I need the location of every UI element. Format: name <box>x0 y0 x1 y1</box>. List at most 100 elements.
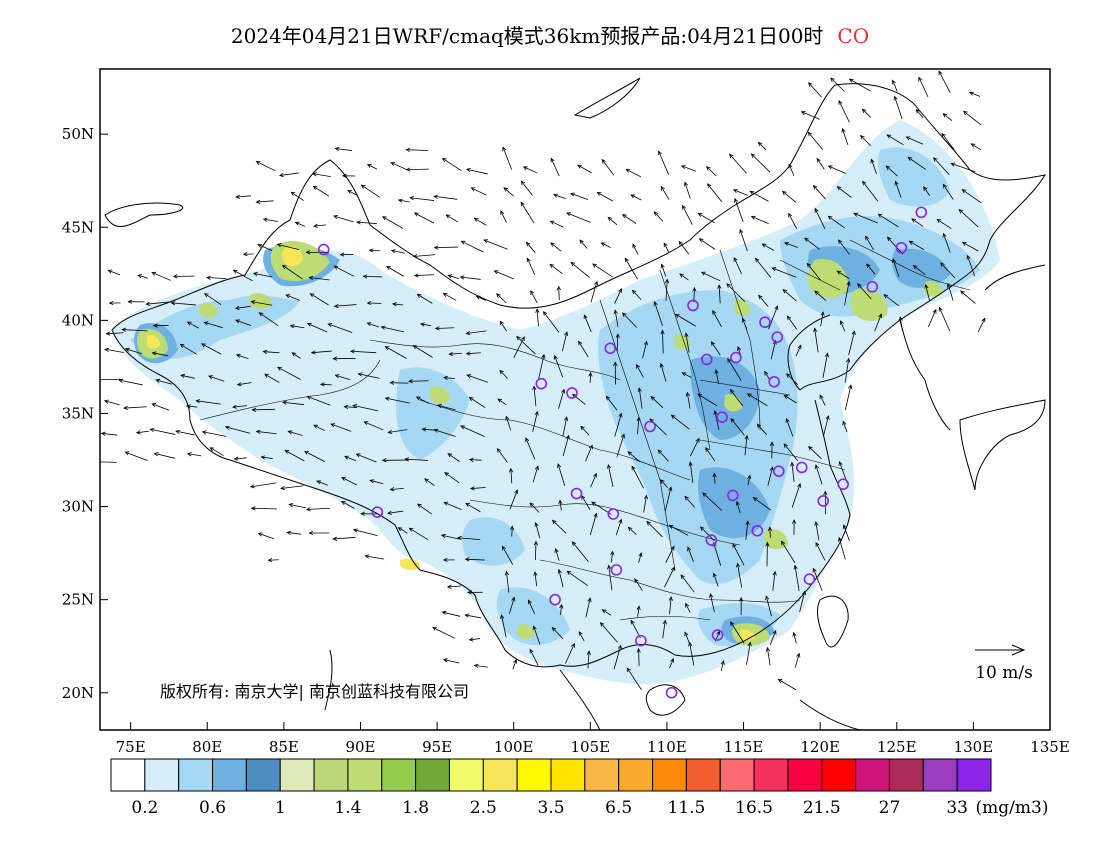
wind-arrow <box>687 546 694 562</box>
wind-arrow-shaft <box>682 372 692 378</box>
wind-arrow-head <box>593 472 597 478</box>
wind-arrow-head <box>369 479 375 484</box>
wind-arrow-head <box>416 293 422 298</box>
wind-arrow-head <box>970 143 976 148</box>
wind-arrow-head <box>333 265 339 270</box>
wind-arrow-head <box>570 192 575 197</box>
wind-arrow-head <box>923 186 928 191</box>
wind-arrow <box>416 293 433 304</box>
wind-arrow-shaft <box>259 312 279 326</box>
wind-arrow <box>264 373 280 383</box>
wind-arrow-head <box>327 323 333 327</box>
wind-arrow <box>827 165 846 174</box>
wind-arrow <box>650 395 664 409</box>
wind-arrow <box>442 557 455 563</box>
wind-arrow-shaft <box>529 502 540 513</box>
wind-arrow-head <box>503 187 509 192</box>
wind-arrow <box>791 482 802 508</box>
wind-arrow <box>707 183 723 203</box>
wind-arrow <box>848 330 856 356</box>
wind-arrow-shaft <box>783 443 799 461</box>
wind-arrow-head <box>520 336 525 342</box>
wind-arrow <box>770 339 777 360</box>
wind-arrow-head <box>767 526 773 532</box>
wind-arrow <box>756 423 767 435</box>
colorbar-swatch <box>110 758 146 792</box>
wind-arrow-head <box>409 196 415 201</box>
wind-arrow <box>235 194 251 199</box>
wind-arrow-head <box>733 256 738 262</box>
wind-arrow-shaft <box>101 432 118 436</box>
wind-arrow-head <box>670 414 676 419</box>
wind-arrow-head <box>684 181 688 187</box>
wind-arrow <box>614 412 623 437</box>
wind-arrow-shaft <box>689 462 694 483</box>
wind-arrow-head <box>559 603 564 609</box>
wind-arrow-head <box>756 423 762 429</box>
lon-tick-label: 80E <box>192 738 222 756</box>
wind-arrow <box>630 194 642 201</box>
wind-arrow-head <box>684 495 689 501</box>
wind-arrow <box>585 597 592 618</box>
wind-arrow <box>249 482 277 489</box>
wind-arrow <box>838 536 846 560</box>
wind-arrow-shaft <box>313 424 325 432</box>
site-marker <box>716 411 728 423</box>
wind-arrow-shaft <box>830 77 845 92</box>
wind-arrow <box>257 532 275 540</box>
wind-arrow-shaft <box>367 164 378 170</box>
wind-arrow-head <box>747 474 752 480</box>
wind-arrow-head <box>421 427 427 432</box>
wind-arrow <box>601 158 615 176</box>
wind-arrow-shaft <box>237 382 252 386</box>
wind-arrow-head <box>444 472 449 477</box>
wind-arrow-head <box>587 597 592 603</box>
wind-arrow-head <box>825 415 830 420</box>
lon-tick-label: 115E <box>724 738 764 756</box>
wind-arrow-head <box>657 449 663 454</box>
wind-arrow <box>898 316 903 332</box>
wind-arrow-shaft <box>461 240 484 253</box>
wind-arrow-shaft <box>534 571 538 587</box>
wind-arrow <box>124 347 143 355</box>
wind-arrow <box>814 464 823 485</box>
wind-arrow-head <box>529 502 535 507</box>
wind-arrow-shaft <box>702 492 723 511</box>
wind-arrow-shaft <box>614 288 622 304</box>
wind-arrow-shaft <box>662 620 666 639</box>
wind-arrow <box>579 239 588 249</box>
wind-arrow-head <box>384 396 390 401</box>
wind-arrow-shaft <box>804 237 820 250</box>
wind-arrow <box>892 79 898 92</box>
wind-arrow <box>557 463 566 486</box>
wind-arrow-shaft <box>344 455 357 462</box>
wind-arrow-head <box>746 393 752 398</box>
wind-arrow-head <box>824 352 829 358</box>
wind-arrow <box>381 458 409 463</box>
wind-arrow-shaft <box>460 276 481 280</box>
wind-arrow <box>728 153 747 174</box>
wind-arrow-head <box>460 240 466 245</box>
wind-arrow-shaft <box>664 567 675 588</box>
wind-arrow <box>635 363 644 378</box>
wind-arrow-shaft <box>772 267 797 278</box>
wind-arrow <box>195 399 221 405</box>
wind-arrow <box>730 417 745 436</box>
wind-arrow-shaft <box>622 214 637 224</box>
wind-arrow <box>712 472 717 484</box>
wind-arrow-shaft <box>536 309 539 327</box>
wind-arrow-shaft <box>557 463 566 486</box>
wind-arrow-shaft <box>502 546 514 565</box>
wind-arrow-shaft <box>405 458 429 461</box>
wind-arrow-shaft <box>392 303 404 306</box>
wind-arrow-head <box>290 191 296 196</box>
wind-arrow-shaft <box>108 269 121 276</box>
wind-arrow-head <box>571 541 577 546</box>
wind-arrow-shaft <box>500 210 507 223</box>
wind-arrow <box>457 535 481 541</box>
wind-arrow-head <box>712 472 717 478</box>
wind-arrow-head <box>732 542 737 548</box>
colorbar-swatch <box>212 758 247 792</box>
wind-arrow <box>352 404 379 412</box>
wind-arrow-shaft <box>499 370 508 379</box>
